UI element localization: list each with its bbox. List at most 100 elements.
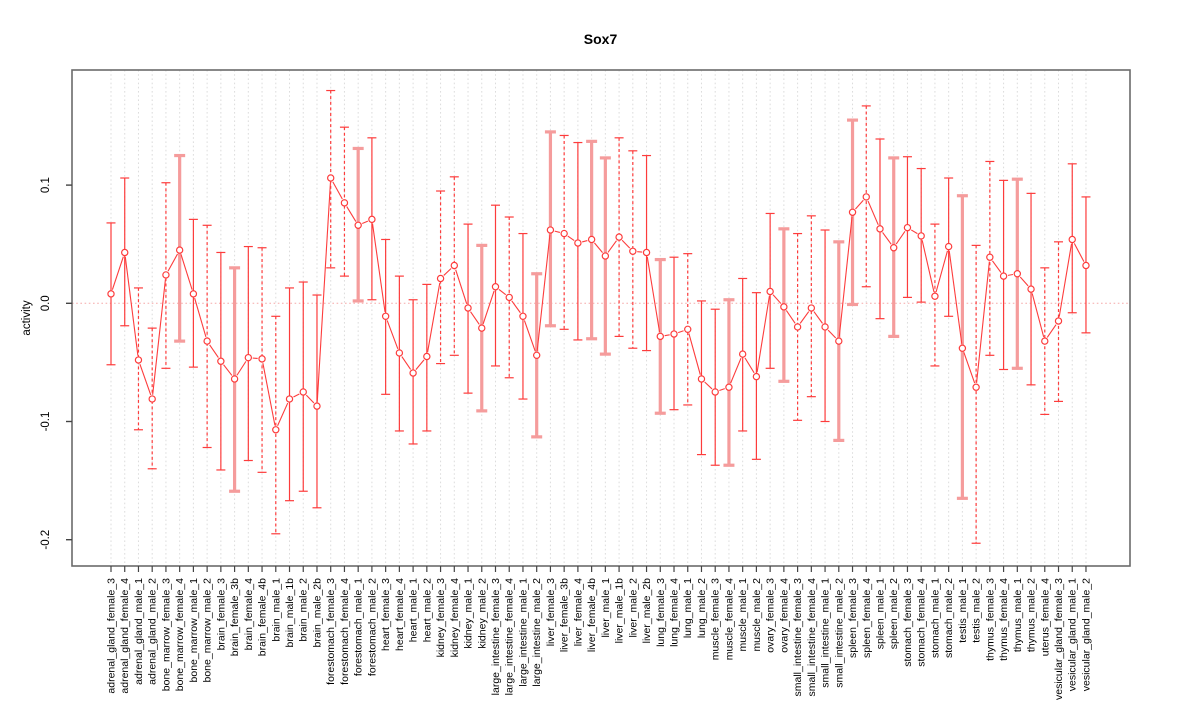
connector-line (895, 230, 906, 245)
data-point (1041, 337, 1049, 345)
x-tick-label: brain_male_1b (284, 578, 296, 648)
x-tick-label: kidney_female_4 (449, 578, 461, 658)
x-tick-label: large_intestine_male_1 (517, 578, 529, 687)
x-tick-label: bone_marrow_female_3 (160, 578, 172, 691)
data-point (821, 323, 829, 331)
data-point (464, 304, 472, 312)
data-point (931, 292, 939, 300)
data-point (958, 344, 967, 352)
x-tick-label: spleen_male_2 (888, 578, 900, 649)
data-point (890, 244, 898, 252)
connector-line (921, 240, 935, 293)
data-point (903, 223, 912, 232)
connector-line (523, 320, 536, 352)
data-point (368, 215, 376, 224)
connector-line (362, 220, 369, 225)
connector-line (1019, 276, 1029, 287)
data-point (395, 349, 404, 357)
data-point (381, 312, 390, 321)
connector-line (1007, 273, 1014, 276)
data-point (560, 229, 568, 238)
connector-line (688, 333, 701, 375)
x-tick-label: forestomach_male_1 (353, 578, 365, 676)
data-point (189, 290, 198, 298)
y-tick-label: -0.2 (40, 530, 52, 550)
connector-line (867, 200, 879, 226)
connector-line (152, 279, 166, 395)
data-point (752, 372, 761, 381)
data-point (217, 357, 225, 365)
connector-line (935, 250, 949, 293)
connector-line (582, 240, 588, 243)
x-tick-label: bone_marrow_male_2 (202, 578, 214, 683)
connector-line (111, 256, 124, 290)
connector-line (482, 290, 495, 325)
data-point (1013, 270, 1022, 278)
connector-line (855, 199, 864, 210)
data-point (121, 248, 129, 257)
data-point (175, 246, 184, 254)
connector-line (293, 393, 300, 398)
data-point (354, 221, 362, 229)
x-tick-label: liver_male_2b (641, 578, 653, 644)
connector-line (799, 311, 810, 324)
data-point (615, 233, 623, 241)
x-tick-label: adrenal_gland_male_2 (147, 578, 159, 685)
y-tick-label: 0.1 (40, 177, 52, 193)
connector-line (386, 320, 399, 350)
connector-line (991, 260, 1002, 273)
data-point (546, 226, 555, 234)
connector-line (305, 394, 315, 404)
data-point (148, 395, 156, 403)
x-tick-label: thymus_female_3 (984, 578, 996, 661)
connector-line (1031, 293, 1045, 338)
connector-line (470, 311, 480, 325)
connector-line (180, 254, 193, 290)
x-tick-label: ovary_female_4 (778, 578, 790, 653)
x-tick-label: muscle_female_3 (710, 578, 722, 660)
x-tick-label: ovary_female_3 (765, 578, 777, 653)
data-point (258, 355, 266, 363)
data-point (848, 208, 857, 216)
x-tick-label: thymus_male_2 (1026, 578, 1038, 652)
y-tick-label: -0.1 (40, 412, 52, 432)
connector-line (621, 239, 631, 249)
data-point (738, 350, 747, 358)
x-tick-label: small_intestine_female_4 (806, 578, 818, 697)
x-tick-label: small_intestine_female_3 (792, 578, 804, 697)
connector-line (536, 234, 551, 351)
x-tick-label: adrenal_gland_female_3 (106, 578, 118, 694)
data-point (340, 199, 349, 207)
connector-line (427, 282, 441, 353)
data-point (162, 271, 170, 279)
connector-line (607, 240, 617, 253)
x-tick-label: liver_female_4b (586, 578, 598, 652)
x-tick-label: liver_female_3 (545, 578, 557, 646)
connector-line (1058, 243, 1073, 317)
x-tick-label: liver_male_1 (600, 578, 612, 638)
data-point (478, 324, 486, 332)
connector-line (415, 359, 425, 371)
data-point (876, 225, 884, 233)
connector-line (772, 294, 782, 304)
connector-line (1046, 324, 1057, 338)
y-tick-label: 0.0 (40, 295, 52, 311)
x-tick-label: brain_female_3b (229, 578, 241, 656)
x-tick-label: brain_male_1 (270, 578, 282, 642)
x-tick-label: vesicular_gland_male_2 (1080, 578, 1092, 691)
x-tick-label: heart_female_4 (394, 578, 406, 651)
x-tick-label: heart_female_3 (380, 578, 392, 651)
connector-line (963, 352, 976, 384)
chart-title: Sox7 (583, 31, 618, 47)
x-tick-label: bone_marrow_female_4 (174, 578, 186, 691)
x-tick-label: kidney_male_1 (463, 578, 475, 649)
x-tick-label: large_intestine_female_3 (490, 578, 502, 695)
connector-line (756, 295, 770, 373)
connector-line (882, 232, 892, 245)
x-tick-label: adrenal_gland_female_4 (119, 578, 131, 694)
x-tick-label: large_intestine_female_4 (504, 578, 516, 695)
data-point (972, 383, 980, 391)
data-point (299, 388, 307, 396)
x-tick-label: kidney_male_2 (476, 578, 488, 649)
